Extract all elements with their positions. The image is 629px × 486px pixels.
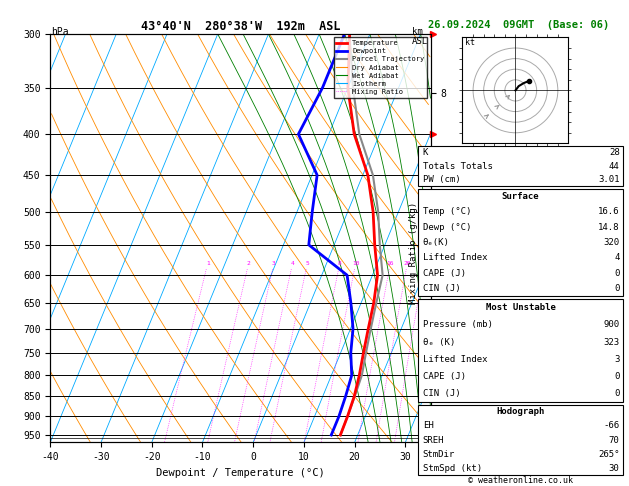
Text: 0: 0 bbox=[614, 389, 620, 399]
Text: Hodograph: Hodograph bbox=[496, 407, 545, 417]
Text: 3: 3 bbox=[614, 355, 620, 364]
Text: Temp (°C): Temp (°C) bbox=[423, 207, 471, 216]
Text: CAPE (J): CAPE (J) bbox=[423, 269, 465, 278]
Text: StmSpd (kt): StmSpd (kt) bbox=[423, 464, 482, 473]
Text: 0: 0 bbox=[614, 372, 620, 381]
Text: PW (cm): PW (cm) bbox=[423, 175, 460, 184]
Text: 2: 2 bbox=[247, 261, 250, 266]
Text: 0: 0 bbox=[614, 269, 620, 278]
Text: 3: 3 bbox=[272, 261, 276, 266]
Text: -66: -66 bbox=[603, 421, 620, 431]
Text: 5: 5 bbox=[306, 261, 309, 266]
Text: StmDir: StmDir bbox=[423, 450, 455, 459]
Text: θₑ(K): θₑ(K) bbox=[423, 238, 450, 247]
Text: 323: 323 bbox=[603, 337, 620, 347]
Text: Lifted Index: Lifted Index bbox=[423, 355, 487, 364]
Text: Dewp (°C): Dewp (°C) bbox=[423, 223, 471, 232]
Text: Most Unstable: Most Unstable bbox=[486, 303, 555, 312]
Text: 14.8: 14.8 bbox=[598, 223, 620, 232]
Text: 25: 25 bbox=[421, 261, 428, 266]
Text: 26.09.2024  09GMT  (Base: 06): 26.09.2024 09GMT (Base: 06) bbox=[428, 20, 610, 31]
Text: Mixing Ratio (g/kg): Mixing Ratio (g/kg) bbox=[409, 202, 418, 304]
Text: 28: 28 bbox=[609, 148, 620, 157]
Text: 10: 10 bbox=[352, 261, 359, 266]
Text: K: K bbox=[423, 148, 428, 157]
Text: 70: 70 bbox=[609, 435, 620, 445]
Text: CIN (J): CIN (J) bbox=[423, 284, 460, 293]
Text: 30: 30 bbox=[609, 464, 620, 473]
X-axis label: Dewpoint / Temperature (°C): Dewpoint / Temperature (°C) bbox=[156, 468, 325, 478]
Text: hPa: hPa bbox=[52, 27, 69, 37]
Text: 0: 0 bbox=[614, 284, 620, 293]
Text: SREH: SREH bbox=[423, 435, 444, 445]
Text: 16: 16 bbox=[387, 261, 394, 266]
Text: 4: 4 bbox=[614, 253, 620, 262]
Title: 43°40'N  280°38'W  192m  ASL: 43°40'N 280°38'W 192m ASL bbox=[141, 20, 340, 33]
Text: 44: 44 bbox=[609, 162, 620, 171]
Text: Lifted Index: Lifted Index bbox=[423, 253, 487, 262]
Text: EH: EH bbox=[423, 421, 433, 431]
Text: Pressure (mb): Pressure (mb) bbox=[423, 320, 493, 330]
Text: 20: 20 bbox=[404, 261, 411, 266]
Text: kt: kt bbox=[465, 38, 475, 47]
Text: 900: 900 bbox=[603, 320, 620, 330]
Text: CAPE (J): CAPE (J) bbox=[423, 372, 465, 381]
Text: 1: 1 bbox=[206, 261, 209, 266]
Text: Totals Totals: Totals Totals bbox=[423, 162, 493, 171]
Text: CIN (J): CIN (J) bbox=[423, 389, 460, 399]
Text: 3.01: 3.01 bbox=[598, 175, 620, 184]
Text: 265°: 265° bbox=[598, 450, 620, 459]
Text: © weatheronline.co.uk: © weatheronline.co.uk bbox=[469, 475, 573, 485]
Text: 320: 320 bbox=[603, 238, 620, 247]
Legend: Temperature, Dewpoint, Parcel Trajectory, Dry Adiabat, Wet Adiabat, Isotherm, Mi: Temperature, Dewpoint, Parcel Trajectory… bbox=[333, 37, 427, 98]
Text: LCL: LCL bbox=[438, 434, 454, 442]
Text: 16.6: 16.6 bbox=[598, 207, 620, 216]
Text: 8: 8 bbox=[338, 261, 342, 266]
Text: θₑ (K): θₑ (K) bbox=[423, 337, 455, 347]
Text: 4: 4 bbox=[291, 261, 294, 266]
Text: km
ASL: km ASL bbox=[412, 27, 428, 46]
Text: Surface: Surface bbox=[502, 192, 539, 201]
